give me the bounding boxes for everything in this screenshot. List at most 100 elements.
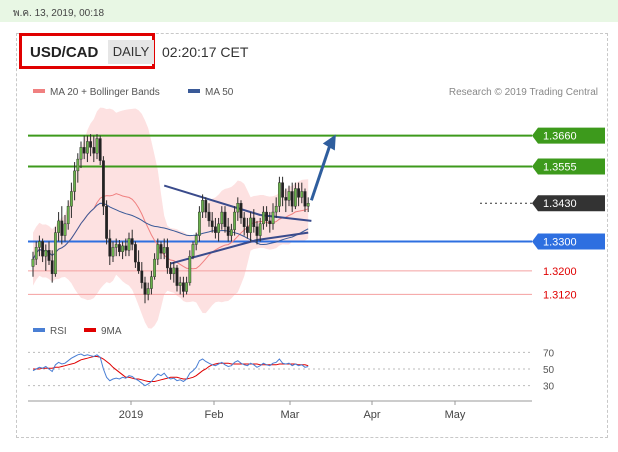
candle-body: [101, 160, 105, 207]
candle-body: [111, 247, 115, 257]
candle-body: [127, 238, 131, 251]
candle-body: [178, 282, 182, 286]
x-axis-label: 2019: [119, 409, 143, 421]
candle-body: [82, 147, 86, 154]
rsi-line: [32, 353, 309, 387]
candles: [31, 134, 310, 304]
candle-body: [233, 211, 236, 230]
candle-body: [98, 138, 102, 161]
candle-body: [73, 170, 77, 192]
candle-body: [76, 158, 80, 172]
candle-body: [271, 211, 275, 225]
candle-body: [114, 244, 118, 248]
rsi-legend-swatch: [84, 328, 96, 332]
candle-body: [242, 217, 246, 227]
rsi-legend-swatch: [33, 328, 45, 332]
candle-body: [92, 147, 96, 154]
candle-body: [191, 244, 195, 257]
candle-body: [105, 205, 109, 239]
candle-body: [290, 191, 294, 207]
x-axis-label: Mar: [281, 409, 300, 421]
rsi-tick-label: 70: [543, 348, 555, 359]
level-label: 1.3660: [543, 131, 577, 143]
candle-body: [255, 226, 259, 236]
level-label: 1.3120: [543, 289, 577, 301]
currency-pair-title: USD/CAD: [30, 44, 99, 61]
candle-body: [153, 258, 156, 277]
candle-body: [47, 250, 51, 261]
candle-body: [278, 182, 281, 207]
candle-body: [149, 276, 153, 289]
candle-body: [262, 211, 265, 225]
x-axis-label: Feb: [205, 409, 224, 421]
trendline: [260, 214, 312, 222]
candle-body: [31, 258, 35, 267]
candle-body: [50, 260, 54, 275]
rsi-tick-label: 50: [543, 365, 555, 376]
candle-body: [140, 270, 144, 283]
candle-body: [146, 288, 150, 295]
candle-body: [210, 220, 214, 227]
chart-panel: [16, 33, 608, 438]
bollinger-bands: [33, 107, 309, 329]
candle-body: [137, 261, 140, 272]
level-tag: [532, 127, 605, 144]
x-axis: 2019 Feb Mar Apr May: [28, 400, 532, 421]
candle-body: [274, 205, 278, 213]
candle-body: [41, 241, 45, 257]
credit-text: Research © 2019 Trading Central: [449, 87, 598, 98]
candle-body: [133, 244, 137, 263]
candle-body: [124, 245, 128, 251]
clock-time: 02:20:17 CET: [162, 44, 249, 60]
candle-body: [207, 211, 211, 222]
candle-body: [223, 211, 227, 227]
candle-body: [287, 191, 291, 201]
rsi-legend-label: RSI: [50, 326, 67, 337]
legend-label: MA 20 + Bollinger Bands: [50, 87, 160, 98]
candle-body: [229, 229, 233, 236]
rsi-legend-label: 9MA: [101, 326, 122, 337]
level-label: 1.3200: [543, 266, 577, 278]
candle-body: [306, 203, 310, 207]
candle-body: [54, 232, 57, 275]
candle-body: [226, 226, 230, 236]
level-label: 1.3430: [543, 198, 577, 210]
candle-body: [185, 282, 188, 292]
ma50-line: [32, 202, 309, 260]
trendlines: [163, 134, 336, 265]
candle-body: [108, 238, 112, 257]
candle-body: [249, 217, 252, 233]
candle-body: [95, 138, 99, 154]
trendline: [163, 184, 261, 216]
rsi-tick-label: 30: [543, 382, 555, 393]
candle-body: [236, 203, 240, 213]
candle-body: [159, 244, 163, 254]
candle-body: [303, 191, 307, 207]
period-badge[interactable]: DAILY: [108, 40, 154, 64]
candle-body: [85, 141, 89, 154]
candle-body: [69, 191, 73, 207]
candle-body: [165, 247, 169, 269]
candle-body: [188, 255, 192, 283]
candle-body: [169, 267, 172, 275]
candle-body: [162, 247, 166, 254]
candle-body: [201, 200, 204, 213]
legend-swatch: [33, 89, 45, 93]
candle-body: [220, 211, 224, 225]
legend-swatch: [188, 89, 200, 93]
level-tag: [532, 233, 605, 250]
candle-body: [284, 197, 288, 201]
timestamp: พ.ค. 13, 2019, 00:18: [13, 8, 105, 19]
candle-body: [297, 188, 300, 198]
legend-label: MA 50: [205, 87, 234, 98]
forecast-arrowhead: [322, 134, 336, 151]
top-status-bar: พ.ค. 13, 2019, 00:18: [0, 0, 618, 22]
candle-body: [34, 247, 38, 260]
candle-body: [268, 220, 272, 225]
candle-body: [156, 244, 160, 260]
forecast-arrow-shaft: [309, 145, 332, 201]
candle-body: [252, 217, 256, 227]
candle-body: [79, 147, 83, 160]
candle-body: [197, 211, 201, 236]
